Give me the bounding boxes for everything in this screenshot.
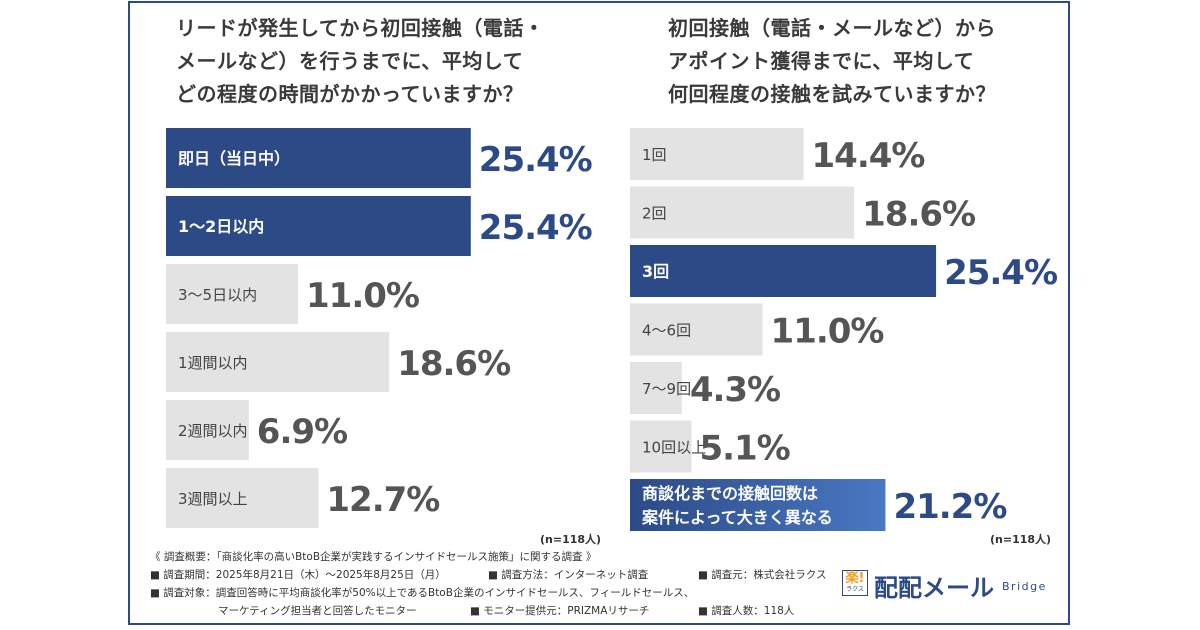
right-title-line-1: 初回接触（電話・メールなど）から: [668, 16, 996, 40]
monitor-provider: ■ モニター提供元：PRIZMAリサーチ: [470, 605, 650, 617]
left-value-label-3: 11.0%: [306, 276, 419, 316]
left-category-label-3: 3～5日以内: [178, 286, 257, 304]
rakus-logo-mark: 楽! ラクス: [842, 570, 868, 596]
left-category-label-4: 1週間以内: [178, 354, 248, 372]
left-title-line-3: どの程度の時間がかかっていますか？: [176, 82, 524, 106]
left-category-label-6: 3週間以上: [178, 490, 248, 508]
right-category-label-7-line-2: 案件によって大きく異なる: [641, 508, 833, 527]
survey-source: ■ 調査元：株式会社ラクス: [698, 569, 827, 581]
right-value-label-1: 14.4%: [812, 136, 925, 176]
logo-product-name: 配配メール: [874, 574, 994, 602]
left-title-line-2: メールなど）を行うまでに、平均して: [176, 49, 524, 73]
left-n-label: (n=118人): [540, 533, 602, 546]
survey-period: ■ 調査期間：2025年8月21日（木）～2025年8月25日（月）: [150, 569, 446, 581]
right-value-label-2: 18.6%: [862, 195, 975, 235]
right-bar-1: [630, 128, 804, 180]
left-bar-2: [166, 196, 471, 256]
right-category-label-6: 10回以上: [642, 439, 706, 457]
left-value-label-2: 25.4%: [479, 208, 592, 248]
survey-overview: 《 調査概要：「商談化率の高いBtoB企業が実践するインサイドセールス施策」に関…: [150, 548, 850, 620]
left-category-label-5: 2週間以内: [178, 422, 248, 440]
right-value-label-6: 5.1%: [699, 429, 789, 469]
right-title-line-2: アポイント獲得までに、平均して: [668, 49, 975, 73]
right-n-label: (n=118人): [990, 533, 1052, 546]
left-value-label-6: 12.7%: [326, 480, 439, 520]
right-bar-4: [630, 303, 763, 356]
right-value-label-4: 11.0%: [771, 312, 884, 352]
left-bar-3: [166, 264, 298, 324]
right-bar-6: [630, 420, 692, 473]
right-bar-3: [630, 245, 937, 297]
left-value-label-1: 25.4%: [479, 140, 592, 180]
right-bar-5: [630, 362, 682, 414]
haihai-mail-bridge-logo: 楽! ラクス 配配メール Bridge: [842, 566, 1062, 606]
rakus-logo-glyph: 楽!: [845, 571, 865, 586]
left-category-label-2: 1～2日以内: [178, 217, 264, 236]
right-value-label-7: 21.2%: [893, 487, 1006, 527]
survey-target-continued: マーケティング担当者と回答したモニター: [218, 605, 417, 617]
logo-product-sub: Bridge: [1002, 580, 1047, 593]
survey-method: ■ 調査方法：インターネット調査: [488, 569, 649, 581]
right-category-label-2: 2回: [642, 205, 667, 223]
survey-count: ■ 調査人数：118人: [698, 605, 795, 617]
rakus-logo-text: ラクス: [846, 586, 864, 593]
right-value-label-5: 4.3%: [690, 370, 780, 410]
right-bar-2: [630, 186, 855, 239]
right-chart-title: 初回接触（電話・メールなど）から アポイント獲得までに、平均して 何回程度の接触…: [668, 12, 996, 111]
right-category-label-4: 4～6回: [642, 322, 691, 340]
right-bar-7: [630, 479, 886, 531]
right-category-label-7-line-1: 商談化までの接触回数は: [642, 484, 818, 503]
right-category-label-5: 7～9回: [642, 380, 691, 398]
left-chart-title: リードが発生してから初回接触（電話・ メールなど）を行うまでに、平均して どの程…: [176, 12, 544, 111]
right-value-label-3: 25.4%: [944, 253, 1057, 293]
right-category-label-1: 1回: [642, 146, 667, 164]
survey-overview-heading: 《 調査概要：「商談化率の高いBtoB企業が実践するインサイドセールス施策」に関…: [150, 551, 597, 563]
left-category-label-1: 即日（当日中）: [178, 149, 290, 168]
right-category-label-3: 3回: [642, 262, 669, 281]
left-bar-4: [166, 332, 390, 392]
left-value-label-5: 6.9%: [257, 412, 347, 452]
left-bar-1: [166, 128, 471, 188]
left-bar-6: [166, 468, 319, 528]
survey-target: ■ 調査対象：調査回答時に平均商談化率が50%以上であるBtoB企業のインサイド…: [150, 587, 695, 599]
right-title-line-3: 何回程度の接触を試みていますか？: [668, 82, 996, 106]
left-value-label-4: 18.6%: [397, 344, 510, 384]
left-title-line-1: リードが発生してから初回接触（電話・: [176, 16, 545, 40]
left-bar-5: [166, 400, 249, 460]
